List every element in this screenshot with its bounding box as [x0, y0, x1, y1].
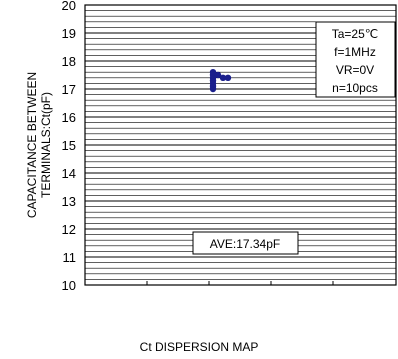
y-axis-label-line2: TERMINALS:Ct(pF) — [39, 92, 53, 198]
y-tick-label: 20 — [62, 0, 76, 13]
y-tick-label: 12 — [62, 222, 76, 237]
plot-frame — [84, 4, 397, 286]
y-tick-label: 18 — [62, 54, 76, 69]
y-tick-label: 10 — [62, 278, 76, 293]
y-tick-label: 11 — [63, 250, 77, 265]
data-points — [209, 69, 232, 93]
chart-title: Ct DISPERSION MAP — [139, 340, 259, 354]
condition-ta: Ta=25℃ — [332, 27, 379, 41]
conditions-box: Ta=25℃ f=1MHz VR=0V n=10pcs — [315, 21, 396, 98]
data-point — [214, 71, 222, 79]
average-box: AVE:17.34pF — [192, 231, 299, 255]
condition-n: n=10pcs — [332, 81, 378, 95]
data-point — [209, 69, 217, 76]
y-tick-label: 19 — [62, 26, 76, 41]
condition-freq: f=1MHz — [334, 45, 376, 59]
y-tick-label: 16 — [62, 110, 76, 125]
y-axis-label-line1: CAPACITANCE BETWEEN — [25, 72, 39, 218]
average-label: AVE:17.34pF — [210, 237, 281, 251]
y-tick-label: 13 — [62, 194, 76, 209]
y-tick-label: 17 — [62, 82, 76, 97]
data-point — [219, 74, 227, 82]
y-tick-label: 14 — [62, 166, 76, 181]
y-tick-label: 15 — [62, 138, 76, 153]
y-tick-labels: 10 11 12 13 14 15 16 17 18 19 20 — [62, 0, 76, 293]
condition-vr: VR=0V — [336, 63, 374, 77]
data-point — [224, 74, 232, 82]
